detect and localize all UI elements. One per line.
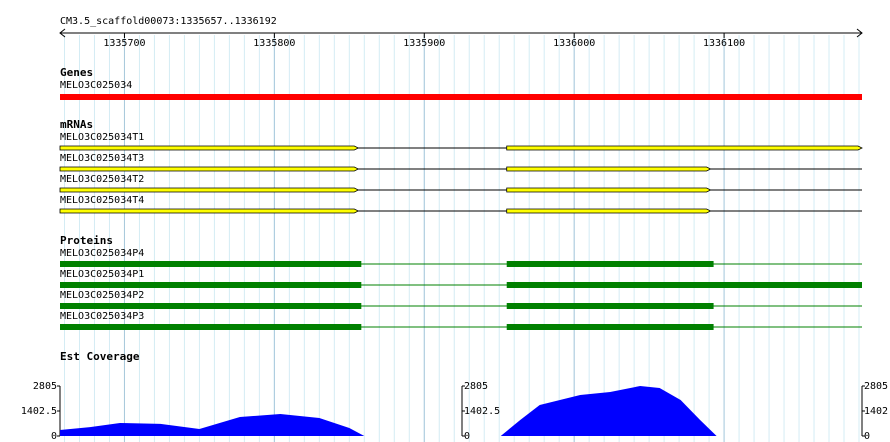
feature-label: MELO3C025034P2 <box>60 290 144 301</box>
exon-block <box>506 187 712 193</box>
protein-block <box>60 303 362 309</box>
tick-label: 1335800 <box>253 38 295 49</box>
coverage-tick-label: 1402.5 <box>864 406 890 417</box>
feature-label: MELO3C025034T4 <box>60 195 144 206</box>
tick-label: 1335700 <box>103 38 145 49</box>
coverage-area <box>500 386 717 436</box>
track-title: Est Coverage <box>60 350 140 363</box>
gene-bar <box>60 94 862 100</box>
protein-block <box>506 303 714 309</box>
coverage-tick-label: 1402.5 <box>21 406 57 417</box>
exon-block <box>59 208 360 214</box>
protein-block <box>506 282 862 288</box>
coverage-tick-label: 2805 <box>464 381 488 392</box>
tick-label: 1335900 <box>403 38 445 49</box>
exon-block <box>506 166 712 172</box>
ruler-end <box>59 28 863 38</box>
coverage-tick-label: 1402.5 <box>464 406 500 417</box>
protein-block <box>60 282 362 288</box>
coverage-tick-label: 0 <box>464 431 470 442</box>
feature-label: MELO3C025034 <box>60 80 132 91</box>
feature-label: MELO3C025034P1 <box>60 269 144 280</box>
feature-label: MELO3C025034P3 <box>60 311 144 322</box>
coverage-tick-label: 2805 <box>864 381 888 392</box>
coverage-area <box>60 414 365 436</box>
feature-label: MELO3C025034T2 <box>60 174 144 185</box>
exon-block <box>506 208 712 214</box>
track-title: mRNAs <box>60 118 93 131</box>
exon-block <box>59 187 360 193</box>
tick-label: 1336000 <box>553 38 595 49</box>
feature-label: MELO3C025034P4 <box>60 248 144 259</box>
exon-block <box>506 145 863 151</box>
coverage-tick-label: 0 <box>51 431 57 442</box>
exon-block <box>59 166 360 172</box>
ruler-label: CM3.5_scaffold00073:1335657..1336192 <box>60 16 277 27</box>
tick-label: 1336100 <box>703 38 745 49</box>
track-title: Genes <box>60 66 93 79</box>
feature-label: MELO3C025034T3 <box>60 153 144 164</box>
protein-block <box>506 324 714 330</box>
protein-block <box>60 324 362 330</box>
exon-block <box>59 145 360 151</box>
feature-label: MELO3C025034T1 <box>60 132 144 143</box>
protein-block <box>506 261 714 267</box>
protein-block <box>60 261 362 267</box>
track-title: Proteins <box>60 234 113 247</box>
coverage-tick-label: 0 <box>864 431 870 442</box>
coverage-tick-label: 2805 <box>33 381 57 392</box>
